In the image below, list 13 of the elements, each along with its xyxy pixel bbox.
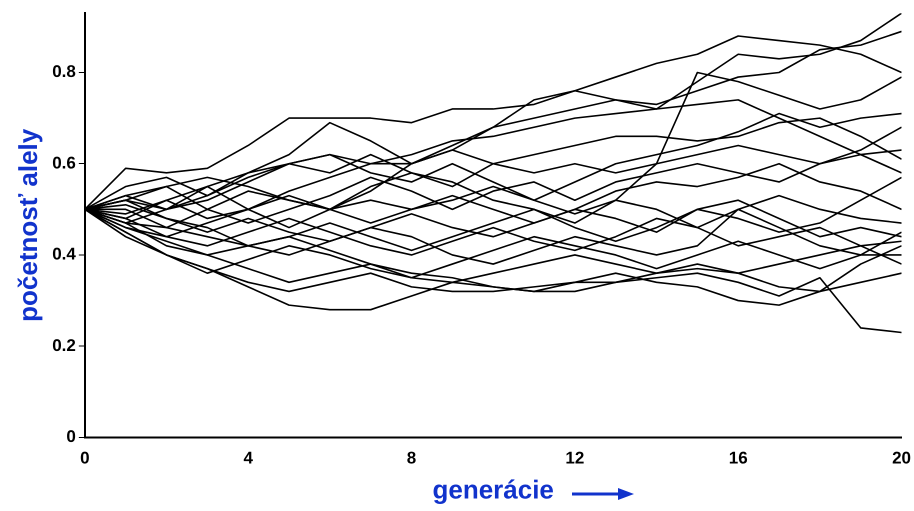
y-tick-label: 0.4 [52,244,76,264]
x-tick-label: 8 [406,448,416,468]
x-tick-label: 12 [565,448,584,468]
y-axis-title: početnosť alely [12,128,43,322]
x-axis-title: generácie [432,474,554,505]
x-tick-label: 0 [80,448,90,468]
x-tick-label: 4 [243,448,254,468]
x-tick-label: 16 [728,448,748,468]
y-tick-label: 0.8 [52,62,76,82]
y-tick-label: 0.2 [52,336,76,355]
y-tick-label: 0.6 [52,153,76,172]
x-tick-label: 20 [892,448,912,468]
y-tick-label: 0 [66,427,76,446]
